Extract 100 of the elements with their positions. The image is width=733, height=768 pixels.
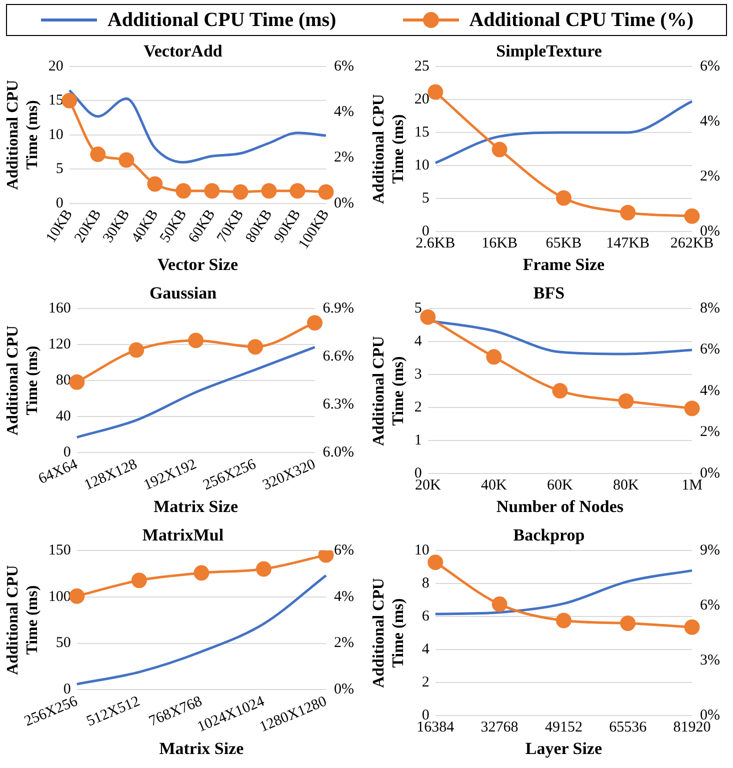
y-tick-label: 10 [414, 542, 430, 558]
y2-tick-label: 2% [334, 150, 354, 166]
point [118, 152, 134, 168]
point [428, 84, 444, 100]
y-axis-title: Additional CPU Time (ms) [4, 564, 41, 675]
y-tick-label: 40 [56, 408, 71, 424]
y-axis-title: Additional CPU Time (ms) [370, 336, 407, 446]
x-axis-title: Layer Size [525, 739, 602, 758]
point [90, 146, 106, 162]
point [556, 190, 572, 206]
x-tick-label: 40K [481, 478, 508, 494]
y-tick-label: 20 [414, 91, 430, 108]
point [684, 208, 700, 224]
point [552, 383, 568, 399]
point [307, 315, 323, 331]
x-axis-title: Matrix Size [159, 739, 244, 758]
point [188, 332, 204, 348]
point [420, 309, 436, 325]
chart-title: BFS [533, 284, 565, 303]
y-tick-label: 2 [422, 674, 430, 690]
chart-title: SimpleTexture [496, 42, 602, 61]
y-axis-title: Additional CPU Time (ms) [370, 578, 407, 688]
point [248, 339, 264, 355]
point [684, 619, 700, 635]
y-tick-label: 20 [48, 58, 64, 74]
y-tick-label: 10 [48, 126, 64, 143]
point [618, 393, 634, 409]
y2-tick-label: 6.6% [322, 348, 354, 364]
y2-tick-label: 6.9% [322, 300, 354, 316]
x-axis-title: Matrix Size [154, 497, 239, 516]
line-series [434, 100, 694, 164]
y2-tick-label: 6% [334, 542, 354, 558]
point [69, 374, 85, 390]
point [486, 349, 502, 365]
y-tick-label: 50 [56, 635, 71, 652]
point [176, 183, 192, 199]
point [620, 616, 636, 632]
y2-tick-label: 6.3% [322, 396, 354, 412]
x-tick-label: 20K [414, 478, 441, 494]
y2-tick-label: 9% [700, 542, 720, 558]
x-tick-label: 60K [547, 478, 574, 494]
line-series [68, 89, 328, 164]
y-tick-label: 120 [48, 336, 71, 352]
x-tick-label: 147KB [606, 236, 650, 252]
y-tick-label: 6 [422, 608, 430, 624]
y-tick-label: 0 [63, 682, 71, 698]
point [232, 184, 248, 200]
x-tick-label: 81920 [673, 720, 711, 736]
y2-tick-label: 2% [334, 635, 354, 652]
y-tick-label: 100 [48, 588, 71, 605]
y2-tick-label: 4% [700, 382, 720, 399]
point [492, 142, 508, 158]
x-tick-label: 262KB [670, 236, 714, 252]
y2-tick-label: 4% [700, 113, 720, 130]
y2-tick-label: 3% [700, 652, 720, 668]
y2-tick-label: 8% [700, 300, 720, 316]
y-tick-label: 80 [56, 372, 71, 388]
chart-title: Gaussian [149, 284, 218, 303]
line-series [76, 574, 328, 686]
y-tick-label: 5 [414, 300, 422, 316]
legend-label: Additional CPU Time (%) [469, 8, 694, 32]
y-axis-title: Additional CPU Time (ms) [4, 80, 41, 190]
y2-tick-label: 6.0% [322, 444, 354, 461]
point [62, 92, 78, 108]
point [428, 554, 444, 570]
x-tick-label: 2.6KB [416, 236, 456, 252]
point [261, 183, 277, 199]
point [684, 400, 700, 416]
chart-title: MatrixMul [142, 526, 224, 545]
x-axis-title: Frame Size [522, 255, 605, 274]
x-axis-title: Vector Size [157, 255, 239, 274]
line-series [76, 346, 316, 439]
point [290, 183, 306, 199]
y-tick-label: 10 [414, 157, 430, 174]
point [620, 204, 636, 220]
legend-label: Additional CPU Time (ms) [107, 8, 336, 32]
y-tick-label: 3 [414, 366, 422, 382]
point [318, 184, 334, 200]
chart-title: Backprop [513, 526, 585, 545]
x-tick-label: 65KB [546, 236, 582, 252]
y-tick-label: 8 [422, 575, 430, 592]
point [128, 342, 144, 358]
y-tick-label: 15 [48, 92, 64, 109]
y-tick-label: 4 [422, 641, 430, 658]
y-tick-label: 5 [56, 161, 64, 178]
x-tick-label: 16KB [482, 236, 518, 252]
line-series [434, 569, 694, 616]
x-tick-label: 65536 [609, 720, 648, 736]
point [492, 596, 508, 612]
y2-tick-label: 6% [700, 58, 720, 74]
x-tick-label: 32768 [480, 720, 518, 736]
y-axis-title: Additional CPU Time (ms) [4, 325, 41, 436]
x-tick-label: 49152 [544, 720, 582, 736]
y-axis-title: Additional CPU Time (ms) [370, 94, 407, 204]
chart-title: VectorAdd [144, 42, 223, 61]
x-axis-title: Number of Nodes [496, 497, 624, 516]
y-tick-label: 15 [414, 124, 430, 140]
y2-tick-label: 4% [334, 104, 354, 120]
point [556, 612, 572, 628]
y-tick-label: 1 [414, 432, 422, 448]
